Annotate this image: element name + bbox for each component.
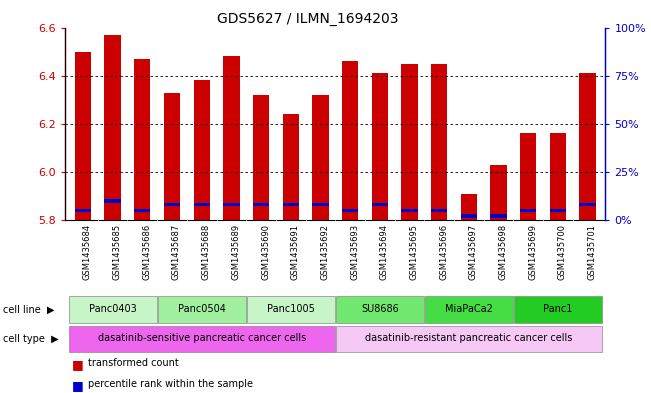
Bar xyxy=(158,296,245,323)
Text: GSM1435700: GSM1435700 xyxy=(558,224,567,280)
Text: GSM1435699: GSM1435699 xyxy=(528,224,537,280)
Bar xyxy=(490,165,506,220)
Bar xyxy=(193,81,210,220)
Bar xyxy=(223,56,240,220)
Bar xyxy=(431,209,447,212)
Bar xyxy=(342,209,358,212)
Text: transformed count: transformed count xyxy=(88,358,178,367)
Text: GSM1435701: GSM1435701 xyxy=(588,224,596,280)
Text: GSM1435686: GSM1435686 xyxy=(143,224,151,280)
Bar xyxy=(579,73,596,220)
Text: Panc0403: Panc0403 xyxy=(89,304,137,314)
Title: GDS5627 / ILMN_1694203: GDS5627 / ILMN_1694203 xyxy=(217,13,399,26)
Bar xyxy=(104,35,121,220)
Bar xyxy=(247,296,335,323)
Text: GSM1435687: GSM1435687 xyxy=(172,224,181,280)
Bar xyxy=(336,326,602,352)
Bar xyxy=(134,59,150,220)
Bar xyxy=(520,209,536,212)
Bar xyxy=(401,209,418,212)
Bar xyxy=(253,203,270,206)
Text: ■: ■ xyxy=(72,358,83,371)
Text: dasatinib-resistant pancreatic cancer cells: dasatinib-resistant pancreatic cancer ce… xyxy=(365,333,572,343)
Bar xyxy=(514,296,602,323)
Bar xyxy=(549,209,566,212)
Text: GSM1435694: GSM1435694 xyxy=(380,224,389,280)
Bar xyxy=(75,209,91,212)
Bar xyxy=(312,95,329,220)
Text: Panc0504: Panc0504 xyxy=(178,304,226,314)
Bar xyxy=(283,114,299,220)
Text: GSM1435684: GSM1435684 xyxy=(83,224,92,280)
Text: GSM1435690: GSM1435690 xyxy=(261,224,270,280)
Bar xyxy=(223,203,240,206)
Bar xyxy=(520,133,536,220)
Text: GSM1435685: GSM1435685 xyxy=(113,224,122,280)
Bar xyxy=(75,51,91,220)
Bar xyxy=(342,61,358,220)
Bar xyxy=(312,203,329,206)
Text: Panc1: Panc1 xyxy=(543,304,573,314)
Bar xyxy=(68,326,335,352)
Text: GSM1435691: GSM1435691 xyxy=(291,224,299,280)
Bar xyxy=(431,64,447,220)
Text: GSM1435695: GSM1435695 xyxy=(409,224,419,280)
Bar xyxy=(164,92,180,220)
Text: cell line  ▶: cell line ▶ xyxy=(3,305,55,314)
Bar xyxy=(134,209,150,212)
Bar xyxy=(164,203,180,206)
Bar xyxy=(490,215,506,218)
Text: cell type  ▶: cell type ▶ xyxy=(3,334,59,344)
Text: SU8686: SU8686 xyxy=(361,304,398,314)
Text: GSM1435698: GSM1435698 xyxy=(499,224,508,280)
Text: GSM1435689: GSM1435689 xyxy=(231,224,240,280)
Bar xyxy=(283,203,299,206)
Text: GSM1435696: GSM1435696 xyxy=(439,224,448,280)
Bar xyxy=(461,215,477,218)
Text: percentile rank within the sample: percentile rank within the sample xyxy=(88,379,253,389)
Text: GSM1435693: GSM1435693 xyxy=(350,224,359,280)
Bar xyxy=(401,64,418,220)
Text: GSM1435692: GSM1435692 xyxy=(320,224,329,280)
Bar xyxy=(461,194,477,220)
Bar xyxy=(68,296,156,323)
Bar xyxy=(336,296,424,323)
Bar xyxy=(372,73,388,220)
Bar xyxy=(549,133,566,220)
Bar xyxy=(425,296,513,323)
Text: GSM1435688: GSM1435688 xyxy=(202,224,211,280)
Bar xyxy=(579,203,596,206)
Bar xyxy=(104,199,121,203)
Bar xyxy=(372,203,388,206)
Bar xyxy=(193,203,210,206)
Text: Panc1005: Panc1005 xyxy=(267,304,314,314)
Bar xyxy=(253,95,270,220)
Text: ■: ■ xyxy=(72,379,83,392)
Text: GSM1435697: GSM1435697 xyxy=(469,224,478,280)
Text: dasatinib-sensitive pancreatic cancer cells: dasatinib-sensitive pancreatic cancer ce… xyxy=(98,333,306,343)
Text: MiaPaCa2: MiaPaCa2 xyxy=(445,304,493,314)
